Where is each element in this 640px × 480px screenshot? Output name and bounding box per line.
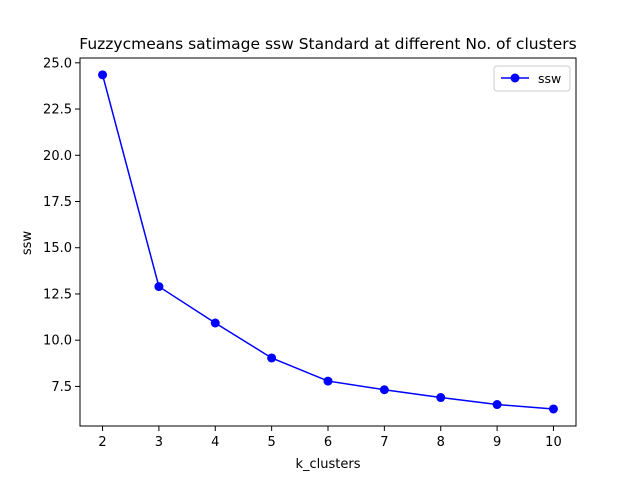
data-point [492, 400, 502, 410]
legend-label: ssw [538, 71, 561, 86]
y-tick-label: 10.0 [43, 334, 72, 349]
y-tick-label: 17.5 [43, 195, 72, 210]
y-tick-label: 20.0 [43, 149, 72, 164]
x-tick-label: 6 [324, 435, 332, 450]
legend-marker [510, 73, 520, 83]
x-tick-label: 9 [493, 435, 501, 450]
y-axis: 7.5 10.0 12.5 15.0 17.5 20.0 22.5 25.0 [43, 56, 80, 395]
chart-title: Fuzzycmeans satimage ssw Standard at dif… [79, 35, 576, 53]
y-tick-label: 15.0 [43, 241, 72, 256]
x-tick-label: 5 [267, 435, 275, 450]
data-point [210, 318, 220, 328]
data-point [98, 70, 108, 80]
data-point [154, 282, 164, 292]
axes-frame [79, 57, 577, 427]
x-tick-label: 3 [155, 435, 163, 450]
data-point [548, 404, 558, 414]
data-point [323, 376, 333, 386]
plot-area [98, 70, 558, 414]
legend-box [493, 65, 571, 92]
x-tick-label: 7 [380, 435, 388, 450]
data-point [379, 385, 389, 395]
legend: ssw [493, 65, 571, 92]
data-point [436, 393, 446, 403]
x-tick-label: 2 [98, 435, 106, 450]
x-tick-label: 10 [545, 435, 562, 450]
y-tick-label: 25.0 [43, 56, 72, 71]
y-axis-label: ssw [20, 231, 35, 256]
x-tick-label: 8 [437, 435, 445, 450]
series-line-ssw [101, 74, 554, 410]
x-axis-label: k_clusters [295, 457, 360, 472]
data-point [267, 353, 277, 363]
y-tick-label: 22.5 [43, 103, 72, 118]
x-axis: 2 3 4 5 6 7 8 9 10 [98, 426, 562, 450]
x-tick-label: 4 [211, 435, 219, 450]
y-tick-label: 7.5 [51, 380, 72, 395]
y-tick-label: 12.5 [43, 287, 72, 302]
